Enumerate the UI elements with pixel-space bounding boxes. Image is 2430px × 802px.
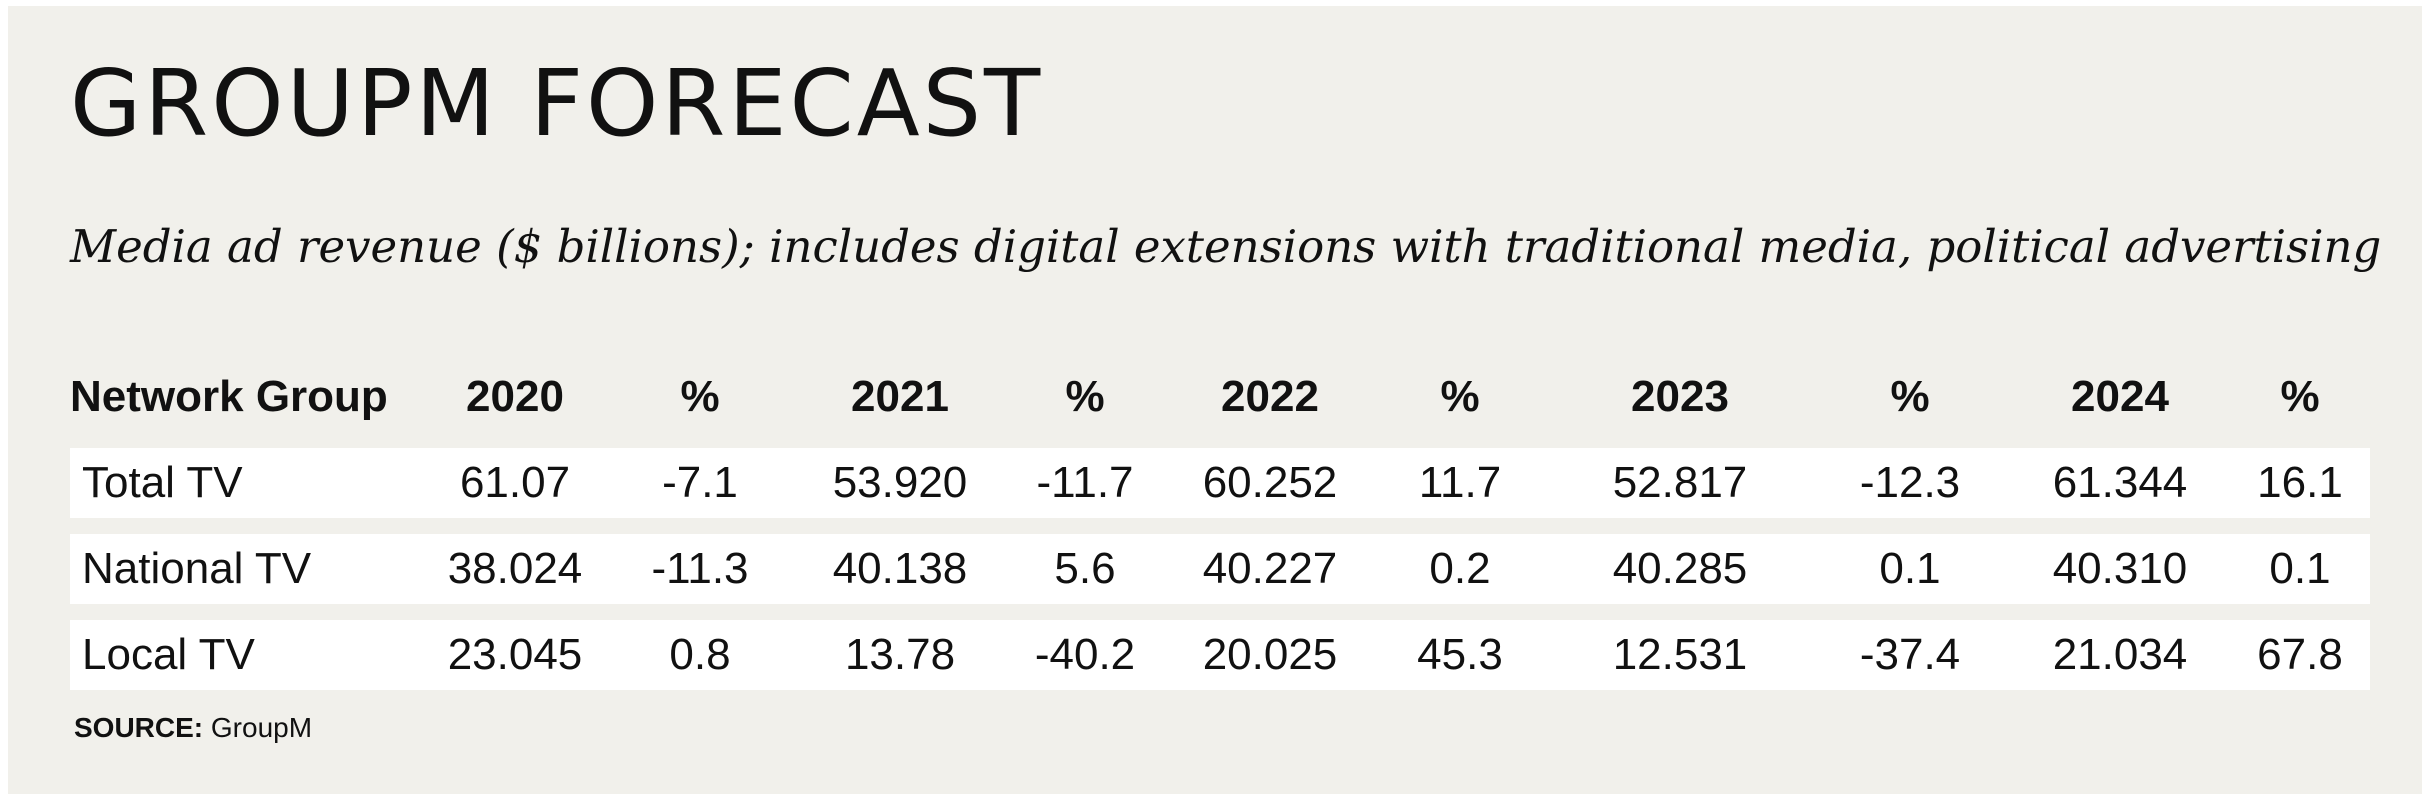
table-cell: 13.78 [800,620,1000,690]
table-cell: 0.1 [1810,534,2010,604]
forecast-table: Network Group 2020 % 2021 % 2022 % 2023 … [70,346,2370,706]
row-label: Total TV [70,448,430,518]
table-cell: 0.1 [2230,534,2370,604]
row-label: Local TV [70,620,430,690]
table-row: Total TV 61.07 -7.1 53.920 -11.7 60.252 … [70,448,2370,518]
table-header-row: Network Group 2020 % 2021 % 2022 % 2023 … [70,362,2370,432]
table-cell: 61.344 [2010,448,2230,518]
table-cell: 40.285 [1550,534,1810,604]
table-cell: -40.2 [1000,620,1170,690]
column-header: % [1890,372,1930,421]
column-header: 2023 [1631,372,1729,421]
table-cell: 20.025 [1170,620,1370,690]
column-header: % [1065,372,1105,421]
table-cell: 52.817 [1550,448,1810,518]
table-cell: 40.227 [1170,534,1370,604]
table-cell: 5.6 [1000,534,1170,604]
table-cell: 60.252 [1170,448,1370,518]
table-cell: 45.3 [1370,620,1550,690]
chart-subtitle: Media ad revenue ($ billions); includes … [70,220,2382,273]
table-cell: 16.1 [2230,448,2370,518]
chart-title: GROUPM FORECAST [70,50,1044,157]
column-header: % [1440,372,1480,421]
table-cell: 11.7 [1370,448,1550,518]
source-note: SOURCE: GroupM [74,712,312,744]
table-cell: -11.3 [600,534,800,604]
column-header: % [2280,372,2320,421]
table-row: National TV 38.024 -11.3 40.138 5.6 40.2… [70,534,2370,604]
table-cell: -12.3 [1810,448,2010,518]
column-header: % [680,372,720,421]
column-header: 2020 [466,372,564,421]
table-cell: -7.1 [600,448,800,518]
table-cell: 53.920 [800,448,1000,518]
table-cell: 61.07 [430,448,600,518]
column-header: 2022 [1221,372,1319,421]
column-header: Network Group [70,372,388,421]
table-cell: 12.531 [1550,620,1810,690]
table-cell: 21.034 [2010,620,2230,690]
table-cell: 67.8 [2230,620,2370,690]
source-value: GroupM [210,712,313,743]
table-cell: 0.2 [1370,534,1550,604]
column-header: 2024 [2071,372,2169,421]
table-cell: 40.310 [2010,534,2230,604]
table-cell: -37.4 [1810,620,2010,690]
column-header: 2021 [851,372,949,421]
source-label: SOURCE: [74,712,204,743]
row-label: National TV [70,534,430,604]
table-cell: 38.024 [430,534,600,604]
table-cell: -11.7 [1000,448,1170,518]
table-row: Local TV 23.045 0.8 13.78 -40.2 20.025 4… [70,620,2370,690]
table-cell: 23.045 [430,620,600,690]
table-cell: 40.138 [800,534,1000,604]
forecast-panel: GROUPM FORECAST Media ad revenue ($ bill… [8,6,2422,794]
table-cell: 0.8 [600,620,800,690]
